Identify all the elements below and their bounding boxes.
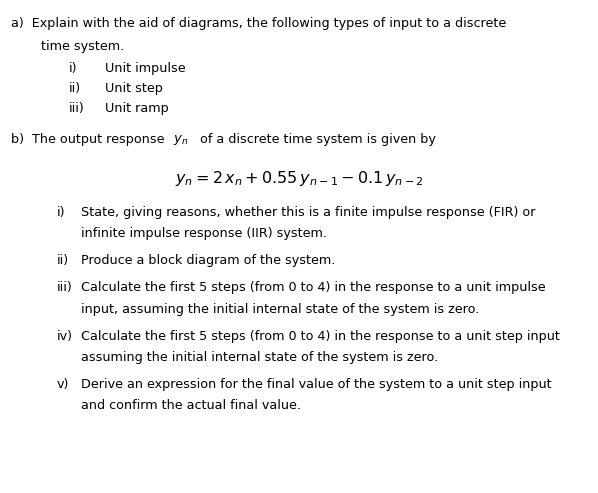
- Text: $y_n = 2\,x_n + 0.55\,y_{n-1} - 0.1\,y_{n-2}$: $y_n = 2\,x_n + 0.55\,y_{n-1} - 0.1\,y_{…: [175, 169, 423, 188]
- Text: iii): iii): [57, 282, 72, 294]
- Text: i): i): [57, 206, 65, 219]
- Text: State, giving reasons, whether this is a finite impulse response (FIR) or: State, giving reasons, whether this is a…: [81, 206, 535, 219]
- Text: Calculate the first 5 steps (from 0 to 4) in the response to a unit step input: Calculate the first 5 steps (from 0 to 4…: [81, 329, 560, 343]
- Text: ii): ii): [57, 254, 69, 267]
- Text: iii): iii): [69, 103, 84, 115]
- Text: Produce a block diagram of the system.: Produce a block diagram of the system.: [81, 254, 335, 267]
- Text: ii): ii): [69, 82, 81, 95]
- Text: Calculate the first 5 steps (from 0 to 4) in the response to a unit impulse: Calculate the first 5 steps (from 0 to 4…: [81, 282, 545, 294]
- Text: $y_n$: $y_n$: [173, 133, 189, 147]
- Text: v): v): [57, 378, 69, 390]
- Text: Unit ramp: Unit ramp: [105, 103, 169, 115]
- Text: input, assuming the initial internal state of the system is zero.: input, assuming the initial internal sta…: [81, 303, 479, 316]
- Text: Unit impulse: Unit impulse: [105, 63, 185, 75]
- Text: b)  The output response: b) The output response: [11, 133, 168, 146]
- Text: assuming the initial internal state of the system is zero.: assuming the initial internal state of t…: [81, 351, 438, 364]
- Text: a)  Explain with the aid of diagrams, the following types of input to a discrete: a) Explain with the aid of diagrams, the…: [11, 17, 506, 30]
- Text: Unit step: Unit step: [105, 82, 163, 95]
- Text: iv): iv): [57, 329, 73, 343]
- Text: Derive an expression for the final value of the system to a unit step input: Derive an expression for the final value…: [81, 378, 551, 390]
- Text: infinite impulse response (IIR) system.: infinite impulse response (IIR) system.: [81, 227, 327, 241]
- Text: time system.: time system.: [41, 40, 124, 53]
- Text: i): i): [69, 63, 77, 75]
- Text: and confirm the actual final value.: and confirm the actual final value.: [81, 399, 301, 412]
- Text: of a discrete time system is given by: of a discrete time system is given by: [196, 133, 436, 146]
